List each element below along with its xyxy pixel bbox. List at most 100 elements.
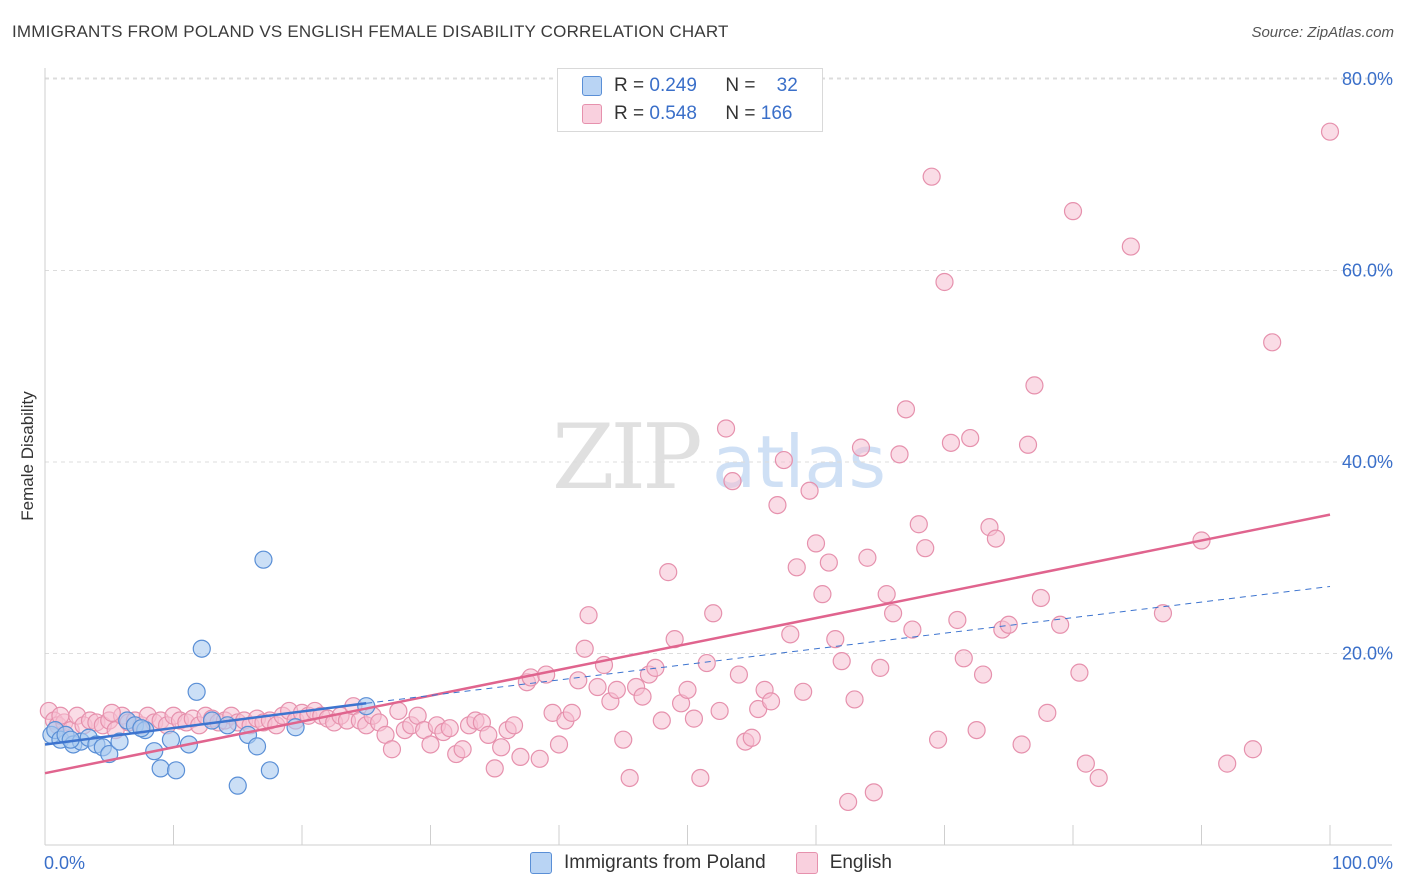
legend-n-label: N = xyxy=(725,103,756,124)
point-english xyxy=(485,759,504,778)
legend-swatch-poland xyxy=(582,76,602,96)
point-english xyxy=(704,604,723,623)
point-english xyxy=(1018,435,1038,454)
point-english xyxy=(909,515,928,534)
point-english xyxy=(806,534,826,553)
point-poland xyxy=(202,711,222,730)
point-english xyxy=(652,711,671,730)
point-english xyxy=(691,768,710,788)
point-english xyxy=(620,768,639,788)
point-english xyxy=(774,450,793,470)
legend-n-value: 32 xyxy=(776,75,798,96)
point-english xyxy=(1089,768,1108,788)
point-english xyxy=(877,585,896,604)
point-english xyxy=(479,725,498,744)
point-poland xyxy=(132,719,151,738)
point-poland xyxy=(187,682,206,701)
x-tick-label: 0.0% xyxy=(44,853,85,873)
point-english xyxy=(948,610,967,630)
legend-item-poland[interactable]: Immigrants from Poland xyxy=(530,852,766,874)
point-english xyxy=(453,740,472,759)
point-english xyxy=(935,272,954,292)
point-english xyxy=(839,792,858,812)
point-english xyxy=(1243,740,1263,759)
trend-english xyxy=(44,513,1331,775)
point-english xyxy=(973,665,993,684)
point-english xyxy=(826,630,845,649)
point-english xyxy=(928,730,948,749)
point-english xyxy=(903,620,922,639)
point-english xyxy=(781,625,800,644)
point-english xyxy=(633,687,652,706)
legend-n-value: 166 xyxy=(760,103,793,124)
series-legend: Immigrants from Poland English xyxy=(530,852,922,874)
point-english xyxy=(492,738,511,757)
point-english xyxy=(614,730,633,749)
point-english xyxy=(684,709,704,728)
legend-swatch-english xyxy=(582,104,602,124)
point-english xyxy=(504,716,524,735)
legend-r-value: 0.548 xyxy=(649,103,697,124)
legend-r-label: R = xyxy=(614,103,645,124)
point-english xyxy=(742,728,761,747)
point-english xyxy=(1263,333,1282,352)
point-poland xyxy=(151,759,170,778)
point-english xyxy=(579,606,598,625)
point-english xyxy=(813,585,832,604)
grid-lines xyxy=(45,77,1392,654)
y-tick-label: 80.0% xyxy=(1342,69,1393,89)
point-english xyxy=(890,445,909,464)
legend-row-english: R = 0.548 N = 166 xyxy=(582,103,792,125)
point-english xyxy=(421,735,440,754)
point-english xyxy=(678,680,697,699)
point-english xyxy=(961,428,980,448)
point-english xyxy=(729,665,749,684)
point-poland xyxy=(110,732,129,751)
legend-label-poland: Immigrants from Poland xyxy=(564,852,766,873)
point-poland xyxy=(247,737,267,756)
point-english xyxy=(794,682,813,701)
point-poland xyxy=(228,776,247,795)
correlation-legend: R = 0.249 N = 32 R = 0.548 N = 166 xyxy=(557,68,823,132)
trend-lines xyxy=(44,513,1331,775)
point-english xyxy=(986,529,1006,548)
point-english xyxy=(569,671,588,690)
point-english xyxy=(954,649,973,668)
point-english xyxy=(440,719,459,738)
point-english xyxy=(1038,703,1057,722)
x-tick-label: 100.0% xyxy=(1332,853,1393,873)
tick-labels: 20.0% 40.0% 60.0% 80.0% 0.0% 100.0% xyxy=(44,69,1393,873)
legend-r-label: R = xyxy=(614,75,645,96)
point-english xyxy=(1025,376,1044,395)
point-english xyxy=(382,740,402,759)
point-english xyxy=(1320,122,1340,141)
point-english xyxy=(716,419,736,438)
point-english xyxy=(916,539,935,558)
point-english xyxy=(607,680,626,699)
legend-row-poland: R = 0.249 N = 32 xyxy=(582,75,798,97)
y-tick-label: 20.0% xyxy=(1342,644,1393,664)
legend-r-value: 0.249 xyxy=(649,75,697,96)
point-english xyxy=(896,400,916,419)
point-english xyxy=(697,653,716,673)
point-english xyxy=(787,558,806,577)
point-english xyxy=(832,652,851,671)
point-english xyxy=(851,438,871,457)
point-poland xyxy=(192,639,211,658)
point-english xyxy=(864,783,883,802)
legend-item-english[interactable]: English xyxy=(795,852,892,874)
source-label: Source: ZipAtlas.com xyxy=(1251,24,1394,41)
point-poland xyxy=(260,761,279,780)
point-english xyxy=(1218,754,1237,773)
point-english xyxy=(530,749,549,768)
point-english xyxy=(659,563,678,582)
point-english xyxy=(967,720,986,740)
data-points xyxy=(39,122,1340,812)
point-english xyxy=(511,747,530,767)
point-english xyxy=(575,639,594,658)
point-poland xyxy=(254,550,273,569)
legend-n-label: N = xyxy=(725,75,756,96)
point-english xyxy=(761,692,781,711)
point-english xyxy=(1051,615,1070,634)
